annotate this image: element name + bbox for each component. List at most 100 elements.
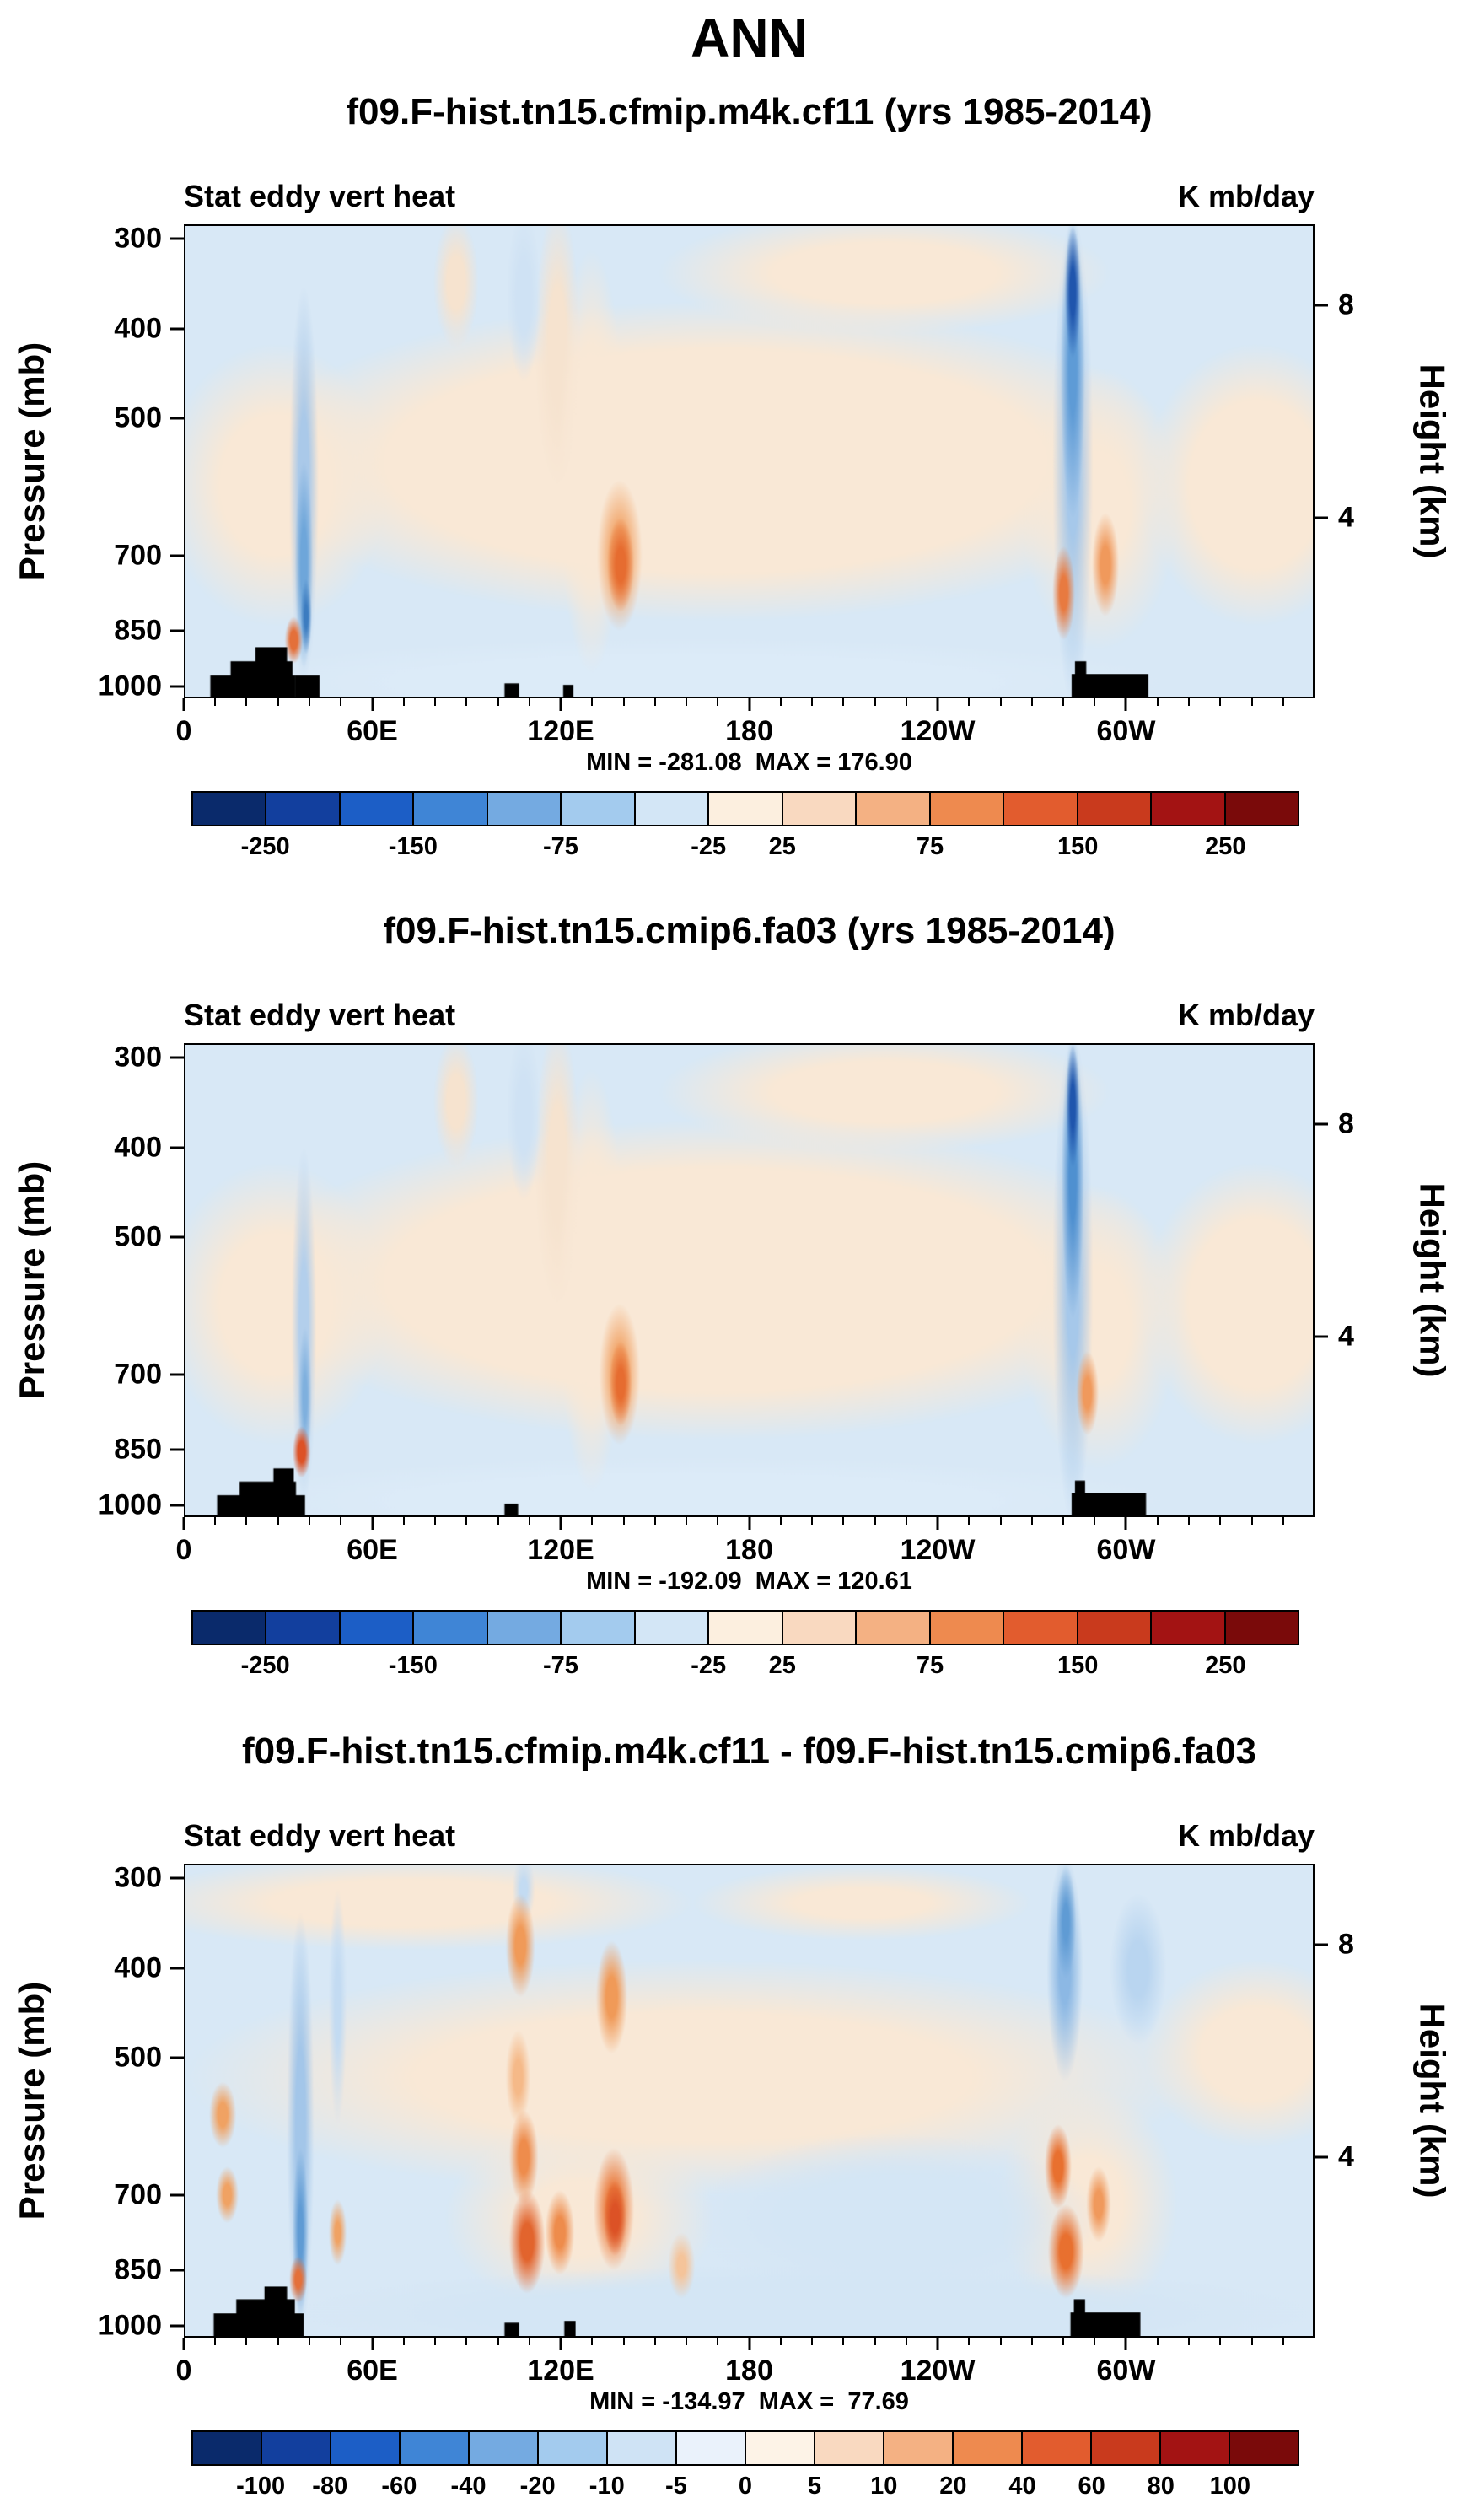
x-minor-tick: [277, 698, 279, 706]
x-minor-tick: [1156, 2338, 1159, 2345]
colorbar-segment: [1004, 1612, 1078, 1644]
colorbar-tick-label: 75: [916, 1652, 944, 1679]
x-minor-tick: [842, 698, 845, 706]
colorbar: [191, 2430, 1299, 2466]
x-minor-tick: [653, 698, 656, 706]
height-tick: [1315, 2155, 1328, 2159]
colorbar-segment: [608, 2432, 677, 2464]
panel-cfmip-m4k: f09.F-hist.tn15.cfmip.m4k.cf11 (yrs 1985…: [0, 91, 1484, 888]
x-tick-label: 120W: [900, 2355, 976, 2387]
height-tick-label: 8: [1338, 1107, 1354, 1140]
pressure-tick: [170, 417, 184, 420]
colorbar-segment: [331, 2432, 401, 2464]
colorbar-segment: [746, 2432, 815, 2464]
colorbar-tick-label: 250: [1205, 833, 1246, 860]
x-minor-tick: [214, 2338, 217, 2345]
x-major-tick: [1124, 1517, 1127, 1530]
colorbar-tick-label: 60: [1078, 2473, 1105, 2500]
colorbar-segment: [193, 1612, 267, 1644]
pressure-tick: [170, 2269, 184, 2272]
panel-cmip6: f09.F-hist.tn15.cmip6.fa03 (yrs 1985-201…: [0, 910, 1484, 1707]
x-minor-tick: [308, 1517, 310, 1525]
colorbar-labels: -250 -150 -75 -25 25 75 150 250: [191, 1652, 1299, 1686]
x-minor-tick: [1030, 698, 1033, 706]
x-minor-tick: [214, 1517, 217, 1525]
x-major-tick: [371, 1517, 374, 1530]
x-minor-tick: [1187, 1517, 1190, 1525]
x-major-tick: [559, 698, 562, 711]
pressure-tick: [170, 1967, 184, 1970]
pressure-tick: [170, 1373, 184, 1376]
x-major-tick: [936, 1517, 939, 1530]
colorbar-segment: [635, 793, 710, 825]
x-tick-label: 120E: [527, 2355, 594, 2387]
pressure-tick: [170, 1056, 184, 1059]
pressure-tick-label: 500: [114, 2041, 162, 2074]
x-minor-tick: [591, 698, 594, 706]
x-minor-tick: [245, 698, 248, 706]
pressure-axis: 300 400 500 700 850 1000: [0, 1041, 184, 1520]
colorbar-tick-label: -250: [240, 1652, 290, 1679]
x-minor-tick: [1094, 1517, 1096, 1525]
pressure-tick-label: 500: [114, 401, 162, 434]
colorbar-segment: [193, 793, 267, 825]
pressure-tick: [170, 2324, 184, 2328]
units-label: K mb/day: [1177, 998, 1315, 1032]
colorbar-tick-label: -25: [691, 833, 727, 860]
colorbar-tick-label: -60: [381, 2473, 417, 2500]
x-minor-tick: [497, 2338, 499, 2345]
pressure-tick-label: 700: [114, 539, 162, 572]
colorbar-tick-label: 250: [1205, 1652, 1246, 1679]
x-minor-tick: [1282, 698, 1284, 706]
x-minor-tick: [717, 2338, 719, 2345]
colorbar-segment: [635, 1612, 710, 1644]
x-major-tick: [559, 2338, 562, 2350]
x-minor-tick: [717, 1517, 719, 1525]
pressure-tick-label: 400: [114, 312, 162, 345]
colorbar-segment: [1078, 1612, 1153, 1644]
colorbar-segment: [562, 1612, 636, 1644]
x-minor-tick: [968, 698, 971, 706]
x-minor-tick: [1062, 698, 1064, 706]
x-minor-tick: [811, 698, 813, 706]
x-minor-tick: [340, 2338, 342, 2345]
colorbar-tick-label: 80: [1147, 2473, 1175, 2500]
x-minor-tick: [811, 1517, 813, 1525]
x-minor-tick: [277, 1517, 279, 1525]
x-minor-tick: [1282, 2338, 1284, 2345]
x-tick-label: 180: [725, 715, 773, 747]
pressure-axis: 300 400 500 700 850 1000: [0, 1861, 184, 2341]
x-minor-tick: [999, 698, 1002, 706]
height-tick: [1315, 1943, 1328, 1946]
colorbar-tick-label: -40: [450, 2473, 487, 2500]
colorbar-segment: [401, 2432, 470, 2464]
x-minor-tick: [214, 698, 217, 706]
colorbar-segment: [340, 1612, 415, 1644]
x-minor-tick: [811, 2338, 813, 2345]
x-minor-tick: [1062, 2338, 1064, 2345]
pressure-tick: [170, 1504, 184, 1507]
colorbar-segment: [262, 2432, 331, 2464]
colorbar-labels: -100 -80 -60 -40 -20 -10 -5 0 5 10 20 40 60 80 100: [191, 2473, 1299, 2506]
colorbar-segment: [1230, 2432, 1298, 2464]
x-tick-label: 60W: [1096, 2355, 1156, 2387]
pressure-tick-label: 500: [114, 1220, 162, 1253]
colorbar-segment: [414, 1612, 488, 1644]
x-minor-tick: [497, 1517, 499, 1525]
colorbar-segment: [414, 793, 488, 825]
colorbar-segment: [1161, 2432, 1230, 2464]
x-minor-tick: [905, 1517, 907, 1525]
colorbar-tick-label: -75: [542, 833, 578, 860]
min-max-stats: MIN = -281.08 MAX = 176.90: [586, 749, 912, 776]
x-minor-tick: [622, 1517, 625, 1525]
pressure-tick-label: 850: [114, 1433, 162, 1466]
colorbar-segment: [193, 2432, 262, 2464]
x-tick-label: 60E: [347, 2355, 398, 2387]
x-minor-tick: [528, 1517, 530, 1525]
pressure-tick-label: 300: [114, 222, 162, 255]
x-major-tick: [182, 2338, 186, 2350]
colorbar-segment: [709, 793, 783, 825]
pressure-tick-label: 700: [114, 1358, 162, 1391]
